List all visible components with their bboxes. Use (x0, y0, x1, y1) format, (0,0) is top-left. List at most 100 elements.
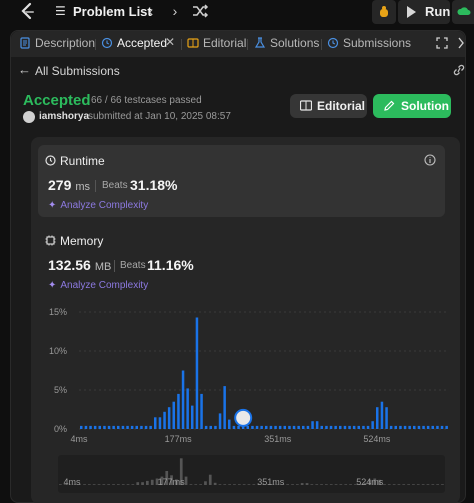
avatar[interactable] (23, 111, 35, 123)
histogram-bar[interactable] (385, 407, 388, 429)
histogram-bar[interactable] (380, 401, 384, 429)
histogram-bar[interactable] (339, 425, 342, 429)
histogram-bar[interactable] (422, 425, 425, 429)
close-tab-icon[interactable]: ✕ (165, 35, 176, 49)
histogram-bar[interactable] (195, 317, 199, 430)
leetcode-logo-icon[interactable] (18, 2, 38, 22)
histogram-bar[interactable] (283, 425, 287, 429)
prev-problem-button[interactable]: ‹ (148, 3, 154, 19)
tab-submissions[interactable]: Submissions (327, 36, 411, 50)
histogram-bar[interactable] (413, 425, 416, 429)
tab-editorial[interactable]: Editorial (187, 36, 246, 50)
histogram-bar[interactable] (84, 425, 88, 429)
histogram-bar[interactable] (426, 425, 430, 429)
histogram-bar[interactable] (288, 425, 291, 429)
histogram-bar[interactable] (204, 425, 208, 429)
histogram-bar[interactable] (241, 425, 245, 429)
histogram-bar[interactable] (186, 388, 189, 429)
histogram-bar[interactable] (103, 425, 106, 429)
histogram-bar[interactable] (130, 425, 134, 429)
histogram-bar[interactable] (107, 425, 111, 429)
histogram-bar[interactable] (371, 421, 374, 429)
editorial-button[interactable]: Editorial (290, 94, 367, 118)
histogram-bar[interactable] (144, 425, 148, 429)
analyze-complexity-link[interactable]: ✦ Analyze Complexity (48, 280, 148, 291)
histogram-bar[interactable] (246, 425, 250, 429)
histogram-bar[interactable] (357, 425, 361, 429)
tab-description[interactable]: Description (19, 36, 95, 50)
user-avatar-marker[interactable] (234, 408, 253, 427)
histogram-bar[interactable] (98, 425, 102, 429)
histogram-bar[interactable] (348, 425, 351, 429)
link-icon[interactable] (452, 64, 466, 76)
histogram-bar[interactable] (117, 425, 120, 429)
histogram-bar[interactable] (209, 425, 213, 429)
histogram-bar[interactable] (163, 411, 166, 429)
histogram-bar[interactable] (260, 425, 263, 429)
histogram-bar[interactable] (172, 401, 176, 429)
histogram-bar[interactable] (302, 425, 305, 429)
histogram-bar[interactable] (214, 425, 217, 429)
histogram-bar[interactable] (232, 425, 236, 429)
histogram-bar[interactable] (154, 417, 157, 429)
histogram-bar[interactable] (311, 421, 314, 429)
histogram-bar[interactable] (140, 425, 143, 429)
histogram-bar[interactable] (362, 425, 365, 429)
histogram-bar[interactable] (394, 425, 398, 429)
shuffle-icon[interactable] (191, 3, 209, 19)
histogram-bar[interactable] (149, 425, 152, 429)
histogram-bar[interactable] (167, 407, 171, 429)
runtime-box[interactable]: Runtime 279 ms Beats 31.18% ✦ Analyze Comp… (38, 145, 445, 217)
histogram-bar[interactable] (352, 425, 356, 429)
histogram-bar[interactable] (440, 425, 444, 429)
histogram-bar[interactable] (325, 425, 328, 429)
chevron-right-icon[interactable] (457, 37, 465, 49)
histogram-bar[interactable] (135, 425, 139, 429)
histogram-bar[interactable] (89, 425, 92, 429)
histogram-bar[interactable] (436, 425, 439, 429)
tab-accepted[interactable]: Accepted (101, 36, 167, 50)
histogram-bar[interactable] (177, 393, 180, 429)
histogram-bar[interactable] (112, 425, 115, 429)
histogram-bar[interactable] (315, 421, 319, 429)
info-icon[interactable] (424, 154, 436, 166)
run-button[interactable]: Run (398, 0, 450, 24)
histogram-bar[interactable] (93, 425, 97, 429)
histogram-bar[interactable] (417, 425, 421, 429)
problem-list-link[interactable]: Problem List (73, 4, 152, 19)
histogram-bar[interactable] (191, 405, 194, 429)
histogram-bar[interactable] (399, 425, 402, 429)
histogram-bar[interactable] (408, 425, 411, 429)
histogram-bar[interactable] (158, 417, 162, 429)
histogram-bar[interactable] (343, 425, 347, 429)
histogram-bar[interactable] (376, 407, 379, 429)
histogram-bar[interactable] (237, 425, 240, 429)
submit-button[interactable] (452, 0, 474, 24)
list-icon[interactable]: ☰ (55, 4, 66, 18)
histogram-bar[interactable] (445, 425, 448, 429)
histogram-bar[interactable] (228, 419, 231, 429)
histogram-bar[interactable] (251, 425, 254, 429)
expand-icon[interactable] (436, 37, 448, 49)
histogram-bar[interactable] (218, 413, 222, 429)
histogram-bar[interactable] (181, 370, 185, 430)
histogram-bar[interactable] (126, 425, 129, 429)
histogram-bar[interactable] (223, 386, 226, 429)
histogram-bar[interactable] (255, 425, 259, 429)
histogram-bar[interactable] (278, 425, 282, 429)
memory-distribution-chart[interactable]: 15% 10% 5% 0%4ms 177ms 351ms 524ms (31, 302, 460, 452)
histogram-bar[interactable] (265, 425, 268, 429)
chart-range-slider[interactable]: 4ms 177ms 351ms 524ms (58, 455, 445, 493)
histogram-bar[interactable] (80, 425, 83, 429)
histogram-bar[interactable] (366, 425, 370, 429)
username-link[interactable]: iamshorya (39, 111, 90, 122)
histogram-bar[interactable] (306, 425, 310, 429)
histogram-bar[interactable] (403, 425, 407, 429)
debug-button[interactable] (372, 0, 396, 24)
histogram-bar[interactable] (269, 425, 273, 429)
analyze-complexity-link[interactable]: ✦ Analyze Complexity (48, 200, 148, 211)
tab-solutions[interactable]: Solutions (254, 36, 319, 50)
histogram-bar[interactable] (329, 425, 333, 429)
histogram-bar[interactable] (200, 393, 203, 429)
histogram-bar[interactable] (274, 425, 277, 429)
